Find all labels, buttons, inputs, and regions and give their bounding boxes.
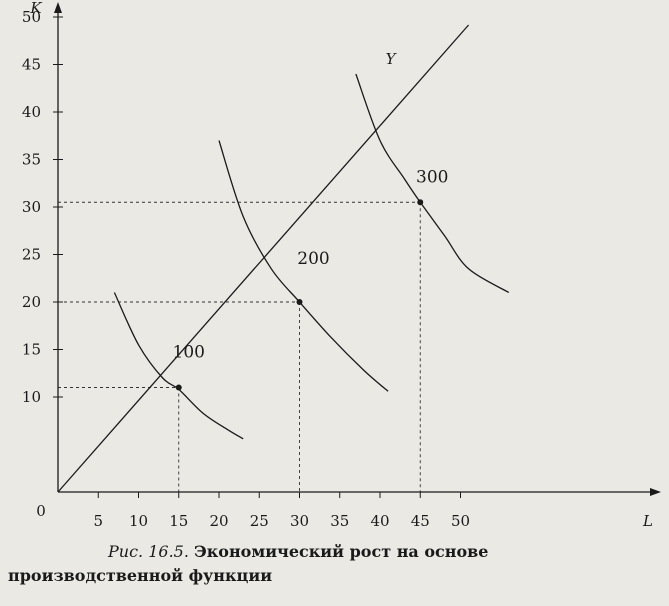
expansion-path-label: Y — [386, 50, 398, 68]
y-tick-label: 20 — [22, 293, 41, 311]
x-tick-label: 40 — [370, 512, 389, 530]
x-tick-label: 45 — [411, 512, 430, 530]
figure-title: Экономический рост на основе производств… — [8, 542, 489, 585]
x-tick-label: 50 — [451, 512, 470, 530]
origin-label: 0 — [36, 502, 46, 520]
y-axis-label: K — [29, 0, 42, 17]
axes — [54, 2, 661, 496]
expansion-path-line — [57, 24, 470, 493]
reference-lines — [58, 201, 421, 492]
y-tick-label: 10 — [22, 388, 41, 406]
y-tick-label: 30 — [22, 198, 41, 216]
x-tick-label: 30 — [290, 512, 309, 530]
x-tick-label: 10 — [129, 512, 148, 530]
y-tick-label: 40 — [22, 103, 41, 121]
x-axis-arrow — [650, 488, 661, 496]
y-tick-label: 25 — [22, 246, 41, 264]
x-tick-label: 15 — [169, 512, 188, 530]
y-tick-label: 15 — [22, 341, 41, 359]
x-tick-label: 35 — [330, 512, 349, 530]
y-tick-label: 35 — [22, 151, 41, 169]
isoquant-label: 100 — [173, 343, 205, 363]
figure-number: Рис. 16.5. — [108, 542, 189, 561]
equilibrium-point — [296, 299, 303, 305]
x-tick-label: 20 — [209, 512, 228, 530]
isoquant-100 — [113, 292, 244, 440]
y-tick-label: 45 — [22, 56, 41, 74]
figure-caption: Рис. 16.5. Экономический рост на основе … — [8, 540, 663, 588]
curves — [57, 24, 510, 493]
x-tick-label: 5 — [93, 512, 103, 530]
equilibrium-points — [175, 199, 424, 391]
equilibrium-point — [175, 384, 182, 391]
isoquant-label: 200 — [297, 249, 329, 269]
equilibrium-point — [417, 199, 424, 206]
y-axis-arrow — [54, 2, 62, 13]
y-tick-label: 50 — [22, 8, 41, 26]
isoquant-label: 300 — [416, 167, 448, 187]
curve-labels: Y 100 200 300 — [173, 50, 449, 363]
x-tick-label: 25 — [250, 512, 269, 530]
tick-labels: L K 0 5 10 15 20 25 30 35 40 45 50 10 15 20 25 30 35 40 45 50 — [22, 0, 653, 530]
x-axis-label: L — [642, 512, 653, 530]
